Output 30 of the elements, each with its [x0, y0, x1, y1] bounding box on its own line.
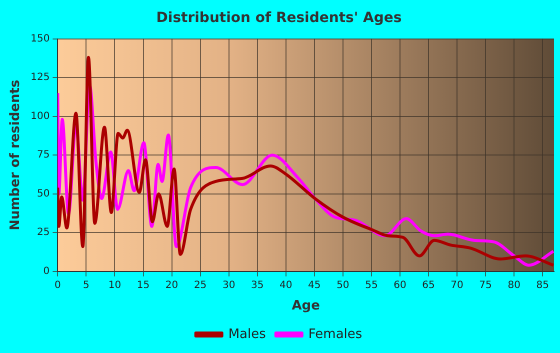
legend-label: Males	[228, 326, 266, 342]
x-tick-label: 85	[536, 280, 549, 291]
x-tick-label: 80	[508, 280, 520, 291]
x-tick-label: 20	[165, 280, 178, 291]
x-tick-label: 45	[308, 280, 321, 291]
x-tick-label: 40	[280, 280, 292, 291]
legend-label: Females	[308, 326, 362, 342]
y-tick-label: 125	[30, 72, 50, 84]
x-tick-label: 50	[336, 280, 350, 291]
x-tick-label: 70	[450, 280, 464, 291]
y-tick-label: 0	[43, 266, 50, 277]
y-tick-label: 75	[36, 150, 50, 161]
y-tick-label: 150	[30, 33, 50, 44]
x-tick-label: 10	[108, 280, 122, 291]
x-tick-label: 25	[194, 280, 207, 291]
x-tick-label: 5	[83, 280, 90, 291]
x-tick-label: 15	[136, 280, 150, 291]
chart-title: Distribution of Residents' Ages	[156, 10, 402, 26]
x-axis-title: Age	[292, 298, 320, 314]
x-tick-label: 75	[479, 280, 492, 291]
x-tick-label: 65	[422, 280, 435, 291]
x-tick-label: 60	[394, 280, 406, 291]
x-tick-label: 30	[222, 280, 236, 291]
x-tick-label: 35	[250, 280, 264, 291]
y-tick-label: 50	[36, 188, 50, 200]
x-tick-label: 0	[54, 280, 61, 291]
y-tick-label: 100	[30, 110, 50, 122]
x-tick-label: 55	[365, 280, 378, 291]
y-tick-label: 25	[36, 227, 50, 238]
y-axis-title: Number of residents	[8, 80, 24, 230]
